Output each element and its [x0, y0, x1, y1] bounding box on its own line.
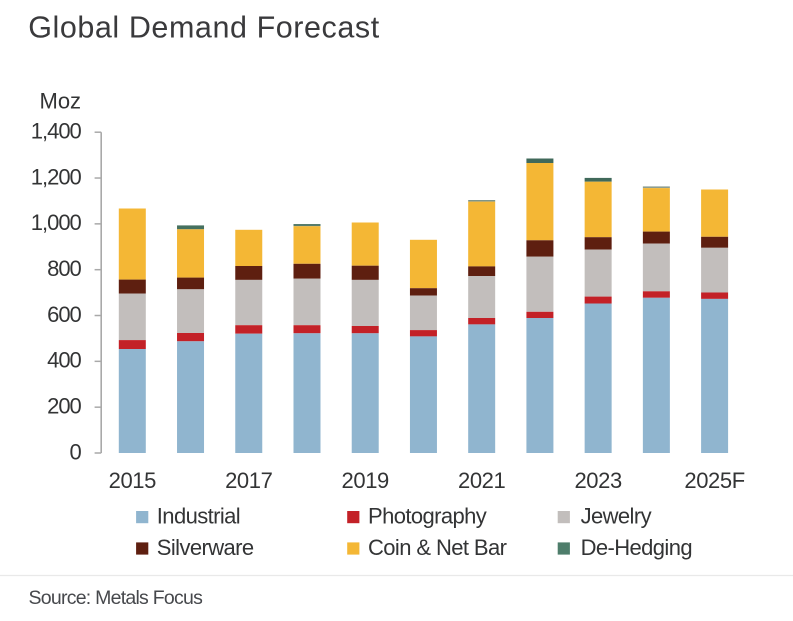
- svg-text:1,000: 1,000: [31, 210, 82, 235]
- svg-text:0: 0: [70, 439, 82, 464]
- svg-text:Silverware: Silverware: [157, 535, 254, 560]
- svg-text:2021: 2021: [458, 468, 506, 493]
- svg-text:De-Hedging: De-Hedging: [581, 535, 692, 560]
- svg-text:Source: Metals Focus: Source: Metals Focus: [29, 587, 204, 609]
- svg-text:Coin & Net Bar: Coin & Net Bar: [368, 535, 507, 560]
- svg-text:2015: 2015: [109, 468, 157, 493]
- svg-text:Photography: Photography: [368, 504, 487, 529]
- svg-text:1,200: 1,200: [31, 164, 82, 189]
- svg-text:Industrial: Industrial: [157, 504, 240, 529]
- svg-text:Jewelry: Jewelry: [581, 504, 652, 529]
- svg-text:200: 200: [47, 393, 81, 418]
- svg-text:2017: 2017: [225, 468, 273, 493]
- svg-text:2023: 2023: [574, 468, 622, 493]
- svg-text:600: 600: [47, 302, 81, 327]
- svg-text:Global Demand Forecast: Global Demand Forecast: [28, 11, 380, 45]
- svg-text:Moz: Moz: [40, 88, 82, 113]
- svg-text:2019: 2019: [342, 468, 390, 493]
- svg-text:2025F: 2025F: [684, 468, 744, 493]
- svg-text:800: 800: [47, 256, 81, 281]
- svg-text:400: 400: [47, 348, 81, 373]
- svg-text:1,400: 1,400: [31, 119, 82, 144]
